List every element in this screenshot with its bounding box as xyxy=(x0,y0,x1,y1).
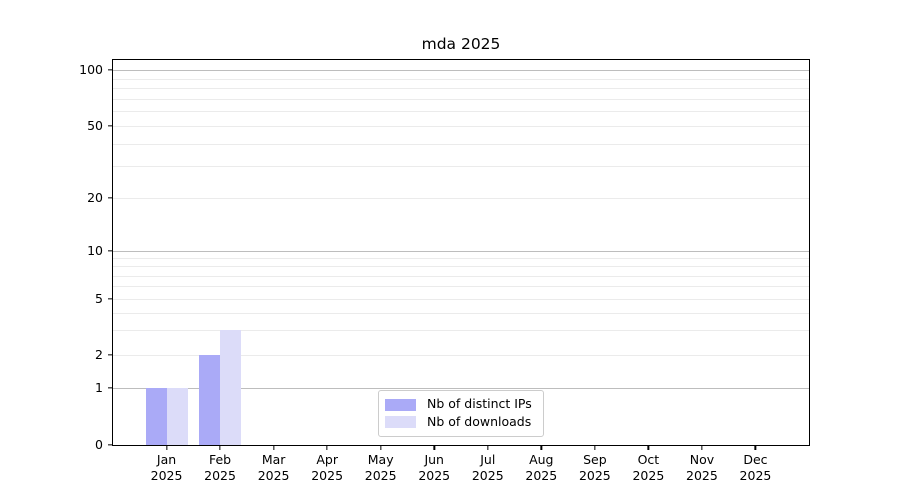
gridline-minor-6 xyxy=(113,286,809,288)
gridline-minor-70 xyxy=(113,98,809,100)
y-tick-2 xyxy=(107,354,112,356)
x-tick-label-dec: Dec 2025 xyxy=(739,452,772,483)
x-tick-label-mar: Mar 2025 xyxy=(257,452,290,483)
x-tick-label-jun: Jun 2025 xyxy=(418,452,451,483)
plot-area: Nb of distinct IPs Nb of downloads 0 1 2 5 1… xyxy=(79,59,810,483)
legend-item-distinct-ips: Nb of distinct IPs xyxy=(385,398,535,411)
y-tick-10 xyxy=(107,250,112,252)
x-tick-dec xyxy=(754,446,757,451)
y-tick-label-1: 1 xyxy=(95,379,103,395)
y-tick-100 xyxy=(107,69,112,71)
y-tick-label-100: 100 xyxy=(79,61,103,77)
x-tick-label-sep: Sep 2025 xyxy=(578,452,611,483)
y-tick-label-2: 2 xyxy=(95,346,103,362)
x-tick-mar xyxy=(272,446,275,451)
x-tick-jul xyxy=(487,446,489,451)
legend: Nb of distinct IPs Nb of downloads xyxy=(378,390,544,437)
x-tick-oct xyxy=(647,446,650,451)
x-tick-label-jan: Jan 2025 xyxy=(150,452,183,483)
y-tick-label-50: 50 xyxy=(87,117,103,133)
gridline-minor-8 xyxy=(113,266,809,268)
bar-downloads-jan xyxy=(166,388,188,445)
x-tick-jun xyxy=(433,446,435,451)
gridline-minor-40 xyxy=(113,143,809,145)
bar-distinct-ips-feb xyxy=(199,355,221,445)
y-tick-label-10: 10 xyxy=(87,242,103,258)
legend-label-downloads: Nb of downloads xyxy=(427,414,532,430)
gridline-minor-20 xyxy=(113,198,809,199)
x-tick-jan xyxy=(165,446,168,451)
legend-swatch-distinct-ips xyxy=(385,398,416,411)
gridline-minor-5 xyxy=(113,299,809,300)
gridline-major-100 xyxy=(113,70,809,71)
x-tick-label-may: May 2025 xyxy=(364,452,397,483)
gridline-minor-7 xyxy=(113,275,809,277)
y-tick-20 xyxy=(107,197,112,199)
y-tick-50 xyxy=(107,125,112,127)
x-tick-label-oct: Oct 2025 xyxy=(632,452,665,483)
gridline-minor-90 xyxy=(113,78,809,80)
y-tick-1 xyxy=(107,387,112,389)
y-tick-label-0: 0 xyxy=(95,436,103,452)
x-tick-label-nov: Nov 2025 xyxy=(686,452,718,483)
x-tick-nov xyxy=(701,446,703,451)
x-tick-feb xyxy=(219,446,221,451)
x-tick-sep xyxy=(594,446,596,451)
x-tick-apr xyxy=(326,446,328,451)
chart-title: mda 2025 xyxy=(421,35,501,53)
x-tick-label-feb: Feb 2025 xyxy=(204,452,236,483)
y-tick-label-5: 5 xyxy=(95,290,103,306)
gridline-minor-30 xyxy=(113,166,809,168)
gridline-minor-50 xyxy=(113,126,809,127)
gridline-minor-3 xyxy=(113,330,809,332)
y-tick-5 xyxy=(107,298,112,300)
x-tick-label-jul: Jul 2025 xyxy=(471,452,504,483)
x-tick-label-aug: Aug 2025 xyxy=(525,452,558,483)
gridline-minor-80 xyxy=(113,88,809,90)
gridline-minor-9 xyxy=(113,258,809,260)
gridline-minor-4 xyxy=(113,312,809,314)
x-tick-label-apr: Apr 2025 xyxy=(311,452,344,483)
x-tick-may xyxy=(380,446,382,451)
x-tick-aug xyxy=(540,446,542,451)
legend-label-distinct-ips: Nb of distinct IPs xyxy=(427,396,532,412)
bar-downloads-feb xyxy=(220,330,242,445)
legend-item-downloads: Nb of downloads xyxy=(385,416,535,429)
y-tick-0 xyxy=(107,444,112,446)
y-tick-label-20: 20 xyxy=(87,189,103,205)
gridline-major-10 xyxy=(113,251,809,252)
legend-swatch-downloads xyxy=(385,416,416,429)
bar-distinct-ips-jan xyxy=(145,388,167,445)
gridline-minor-60 xyxy=(113,111,809,113)
